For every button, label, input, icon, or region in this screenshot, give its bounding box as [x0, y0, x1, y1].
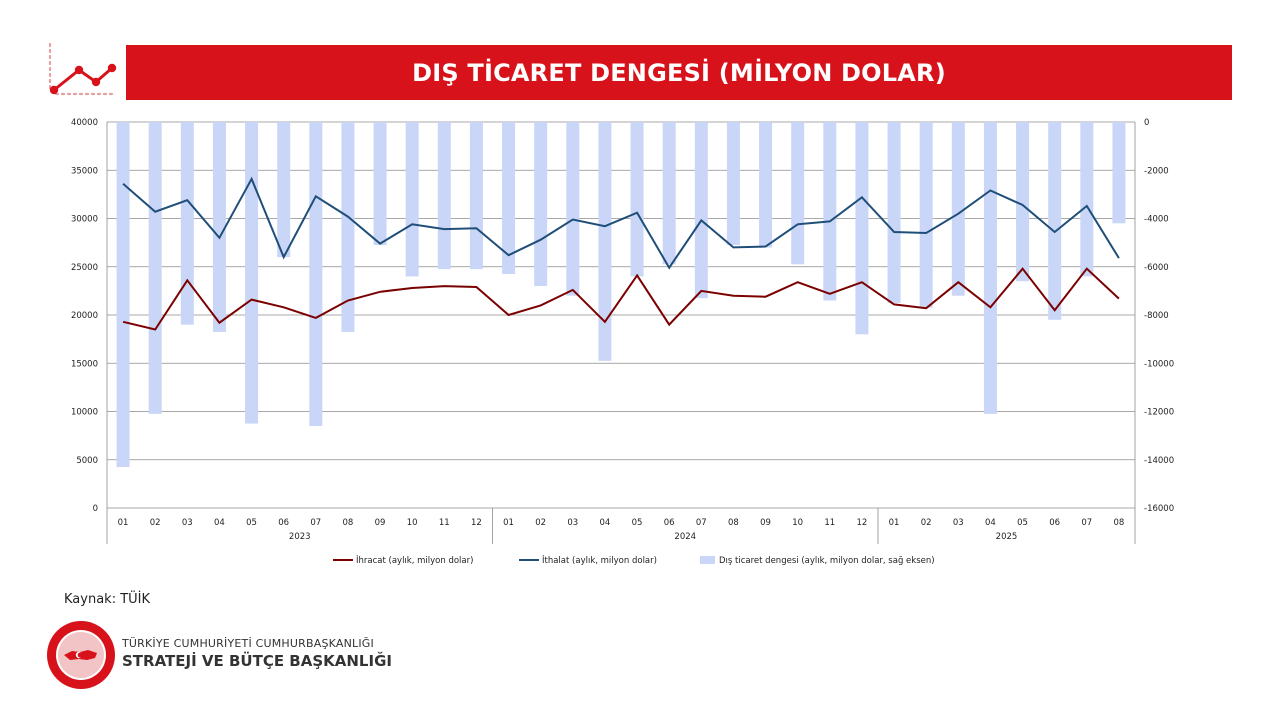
right-axis-tick-label: -14000	[1144, 456, 1174, 466]
x-axis-tick-label: 07	[1081, 518, 1092, 528]
legend-label: Dış ticaret dengesi (aylık, milyon dolar…	[719, 556, 935, 566]
x-axis-tick-label: 01	[118, 518, 129, 528]
balance-bar	[630, 122, 644, 277]
x-axis-tick-label: 06	[1049, 518, 1060, 528]
right-axis-tick-label: -4000	[1144, 215, 1169, 225]
legend-label: İhracat (aylık, milyon dolar)	[356, 555, 473, 566]
balance-bar	[309, 122, 323, 426]
x-axis-tick-label: 05	[1017, 518, 1028, 528]
balance-bar	[148, 122, 162, 414]
balance-bar	[759, 122, 773, 248]
seal-icon	[47, 621, 115, 689]
balance-bar	[1080, 122, 1094, 277]
x-axis-tick-label: 08	[343, 518, 354, 528]
source-note: Kaynak: TÜİK	[64, 592, 151, 607]
x-axis-tick-label: 02	[150, 518, 161, 528]
x-axis-tick-label: 06	[664, 518, 675, 528]
x-axis-tick-label: 11	[439, 518, 450, 528]
legend-swatch	[700, 556, 715, 564]
left-axis-tick-label: 35000	[71, 166, 98, 176]
x-axis-tick-label: 07	[696, 518, 707, 528]
x-axis-tick-label: 03	[953, 518, 964, 528]
left-axis-tick-label: 0	[93, 504, 98, 514]
left-axis-tick-label: 5000	[76, 456, 98, 466]
right-axis-tick-label: -12000	[1144, 408, 1174, 418]
balance-bar	[437, 122, 451, 270]
x-axis-tick-label: 12	[471, 518, 482, 528]
year-label: 2024	[674, 532, 696, 542]
x-axis-tick-label: 08	[1114, 518, 1125, 528]
x-axis-tick-label: 12	[857, 518, 868, 528]
right-axis-tick-label: -6000	[1144, 263, 1169, 273]
x-axis-tick-label: 05	[632, 518, 643, 528]
x-axis-tick-label: 06	[278, 518, 289, 528]
x-axis-tick-label: 01	[503, 518, 514, 528]
balance-bar	[1048, 122, 1062, 320]
balance-bar	[1112, 122, 1126, 224]
balance-bar	[1016, 122, 1030, 282]
balance-bar	[983, 122, 997, 414]
year-label: 2025	[996, 532, 1018, 542]
x-axis-tick-label: 04	[600, 518, 611, 528]
x-axis-tick-label: 02	[535, 518, 546, 528]
legend-label: İthalat (aylık, milyon dolar)	[542, 555, 657, 566]
balance-bar	[341, 122, 355, 332]
left-axis-tick-label: 25000	[71, 263, 98, 273]
page-title: DIŞ TİCARET DENGESİ (MİLYON DOLAR)	[412, 58, 946, 87]
balance-bar	[919, 122, 933, 308]
left-axis-tick-label: 20000	[71, 311, 98, 321]
balance-bar	[566, 122, 580, 296]
trade-balance-chart: 0 5000 10000 15000 20000 25000 30000 35000 40000…	[71, 118, 1174, 566]
right-axis-tick-label: 0	[1144, 118, 1149, 128]
balance-bar	[951, 122, 965, 296]
right-axis-tick-label: -10000	[1144, 359, 1174, 369]
balance-bar	[726, 122, 740, 246]
x-axis-tick-label: 04	[214, 518, 225, 528]
balance-bar	[245, 122, 259, 424]
left-axis-tick-label: 10000	[71, 408, 98, 418]
balance-bar	[887, 122, 901, 303]
export-line	[122, 267, 1120, 331]
balance-bar	[855, 122, 869, 335]
x-axis-tick-label: 03	[182, 518, 193, 528]
balance-bar	[791, 122, 805, 265]
balance-bar	[469, 122, 483, 270]
balance-bar	[405, 122, 419, 277]
x-axis-tick-label: 07	[310, 518, 321, 528]
balance-bar	[598, 122, 612, 361]
balance-bar	[823, 122, 837, 301]
balance-bar	[277, 122, 291, 258]
x-axis-tick-label: 04	[985, 518, 996, 528]
x-axis-tick-label: 09	[375, 518, 386, 528]
left-axis-tick-label: 40000	[71, 118, 98, 128]
org-name-line1: TÜRKİYE CUMHURİYETİ CUMHURBAŞKANLIĞI	[122, 637, 374, 650]
balance-bar	[212, 122, 226, 332]
x-axis-tick-label: 05	[246, 518, 257, 528]
title-banner: DIŞ TİCARET DENGESİ (MİLYON DOLAR)	[126, 45, 1232, 100]
x-axis-tick-label: 02	[921, 518, 932, 528]
right-axis-tick-label: -16000	[1144, 504, 1174, 514]
balance-bar	[502, 122, 516, 274]
balance-bar	[694, 122, 708, 299]
x-axis-tick-label: 03	[567, 518, 578, 528]
x-axis-tick-label: 10	[792, 518, 803, 528]
year-label: 2023	[289, 532, 311, 542]
x-axis-tick-label: 01	[889, 518, 900, 528]
x-axis-tick-label: 09	[760, 518, 771, 528]
balance-bar	[534, 122, 548, 287]
trend-line-icon	[48, 42, 117, 96]
balance-bar	[116, 122, 130, 467]
org-name-line2: STRATEJİ VE BÜTÇE BAŞKANLIĞI	[122, 652, 392, 670]
right-axis-tick-label: -2000	[1144, 166, 1169, 176]
import-line	[122, 176, 1120, 270]
x-axis-tick-label: 10	[407, 518, 418, 528]
balance-bar	[373, 122, 387, 246]
x-axis-tick-label: 08	[728, 518, 739, 528]
balance-bar	[180, 122, 194, 325]
left-axis-tick-label: 30000	[71, 215, 98, 225]
left-axis-tick-label: 15000	[71, 359, 98, 369]
right-axis-tick-label: -8000	[1144, 311, 1169, 321]
balance-bar	[662, 122, 676, 265]
x-axis-tick-label: 11	[824, 518, 835, 528]
